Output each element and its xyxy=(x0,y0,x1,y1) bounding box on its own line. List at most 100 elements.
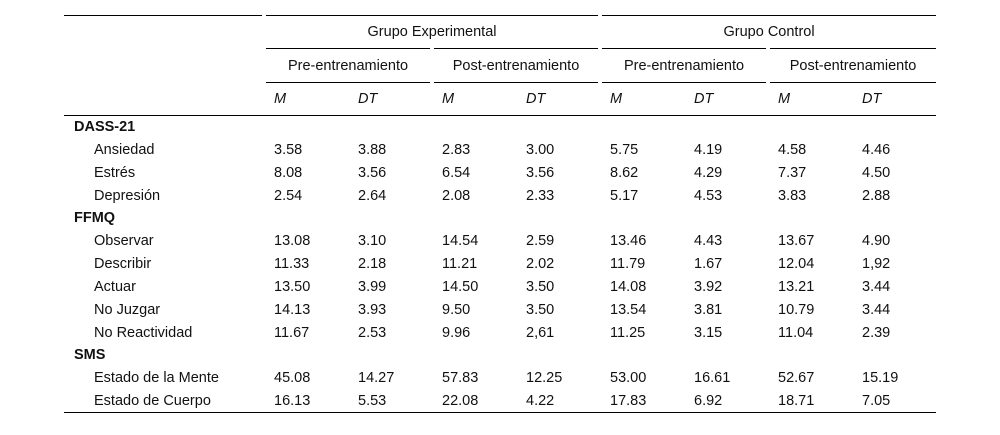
value-cell: 3.50 xyxy=(526,301,555,318)
section-row: DASS-21 xyxy=(64,116,936,139)
stat-header-row: M DT M DT M DT M DT xyxy=(64,82,937,116)
empty-cell xyxy=(684,207,768,229)
value-cell: 4.29 xyxy=(694,164,723,181)
value-cell: 2.59 xyxy=(526,232,555,249)
value-cell: 11.33 xyxy=(274,255,310,272)
value-cell: 45.08 xyxy=(274,369,311,386)
corner-cell xyxy=(64,15,264,49)
phase-header-ctrl-pre: Pre-entrenamiento xyxy=(598,48,769,83)
section-row: SMS xyxy=(64,344,936,366)
stat-header-dt: DT xyxy=(852,82,937,116)
value-cell: 1,92 xyxy=(862,255,891,272)
value-cell: 14.27 xyxy=(358,369,395,386)
table-row: No Reactividad 11.67 2.53 9.96 2,61 11.25 3.15… xyxy=(64,321,936,344)
value-cell: 4.46 xyxy=(862,141,891,158)
empty-cell xyxy=(600,116,684,139)
value-cell: 3.00 xyxy=(526,141,555,158)
stat-header-dt: DT xyxy=(348,82,432,116)
value-cell: 3.10 xyxy=(358,232,387,249)
value-cell: 3.50 xyxy=(526,278,555,295)
table-row: Depresión 2.54 2.64 2.08 2.33 5.17 4.53 3.83 2.8… xyxy=(64,184,936,207)
value-cell: 16.61 xyxy=(694,369,731,386)
stat-header-dt: DT xyxy=(516,82,601,116)
value-cell: 8.08 xyxy=(274,164,303,181)
value-cell: 17.83 xyxy=(600,389,685,413)
empty-cell xyxy=(264,116,348,139)
empty-cell xyxy=(348,207,432,229)
value-cell: 3.44 xyxy=(862,301,891,318)
empty-cell xyxy=(768,207,852,229)
value-cell: 8.62 xyxy=(610,164,639,181)
value-cell: 18.71 xyxy=(768,389,853,413)
stat-header-m: M xyxy=(432,82,516,116)
value-cell: 2.33 xyxy=(526,187,555,204)
table-body: DASS-21 Ansiedad 3.58 3.88 2.83 3.00 5.75 4.19 4… xyxy=(64,116,937,413)
empty-cell xyxy=(516,344,600,366)
row-label: No Reactividad xyxy=(94,324,193,341)
value-cell: 11.25 xyxy=(610,324,646,341)
value-cell: 14.50 xyxy=(442,278,479,295)
section-label: DASS-21 xyxy=(74,119,136,135)
row-label: Depresión xyxy=(94,187,161,204)
row-label: Estado de la Mente xyxy=(94,369,219,386)
empty-cell xyxy=(852,344,936,366)
descriptive-stats-table: Grupo Experimental Grupo Control Pre-ent… xyxy=(64,15,937,413)
table-row: Estado de Cuerpo 16.13 5.53 22.08 4.22 17.83 6… xyxy=(64,389,937,413)
phase-header-exp-pre: Pre-entrenamiento xyxy=(262,48,432,83)
corner-cell xyxy=(64,82,264,116)
value-cell: 4.19 xyxy=(694,141,723,158)
table-row: No Juzgar 14.13 3.93 9.50 3.50 13.54 3.81 10.79… xyxy=(64,298,936,321)
phase-header-ctrl-post: Post-entrenamiento xyxy=(766,48,937,83)
empty-cell xyxy=(432,116,516,139)
value-cell: 6.54 xyxy=(442,164,471,181)
table-row: Describir 11.33 2.18 11.21 2.02 11.79 1.67 12.0… xyxy=(64,252,936,275)
value-cell: 4.43 xyxy=(694,232,723,249)
value-cell: 3.56 xyxy=(526,164,555,181)
value-cell: 14.13 xyxy=(274,301,311,318)
value-cell: 9.50 xyxy=(442,301,471,318)
value-cell: 6.92 xyxy=(684,389,769,413)
group-header-control: Grupo Control xyxy=(598,15,937,49)
group-header-row: Grupo Experimental Grupo Control xyxy=(64,15,937,49)
value-cell: 11.79 xyxy=(610,255,646,272)
corner-cell xyxy=(64,49,264,83)
value-cell: 11.04 xyxy=(778,324,814,341)
value-cell: 2.53 xyxy=(358,324,387,341)
table-row: Estrés 8.08 3.56 6.54 3.56 8.62 4.29 7.37 4.50 xyxy=(64,161,936,184)
stat-header-dt: DT xyxy=(684,82,769,116)
value-cell: 3.44 xyxy=(862,278,891,295)
value-cell: 3.15 xyxy=(694,324,723,341)
value-cell: 4.53 xyxy=(694,187,723,204)
empty-cell xyxy=(684,116,768,139)
value-cell: 3.93 xyxy=(358,301,387,318)
row-label: No Juzgar xyxy=(94,301,161,318)
value-cell: 14.54 xyxy=(442,232,479,249)
empty-cell xyxy=(432,207,516,229)
section-label: SMS xyxy=(74,347,106,363)
value-cell: 2,61 xyxy=(526,324,555,341)
row-label: Estrés xyxy=(94,164,136,181)
value-cell: 3.56 xyxy=(358,164,387,181)
section-row: FFMQ xyxy=(64,207,936,229)
value-cell: 13.50 xyxy=(274,278,311,295)
stat-header-m: M xyxy=(600,82,685,116)
value-cell: 7.37 xyxy=(778,164,807,181)
value-cell: 12.04 xyxy=(778,255,815,272)
value-cell: 2.18 xyxy=(358,255,387,272)
value-cell: 5.53 xyxy=(348,389,432,413)
table-row: Ansiedad 3.58 3.88 2.83 3.00 5.75 4.19 4.58 4.46 xyxy=(64,138,936,161)
table-row: Observar 13.08 3.10 14.54 2.59 13.46 4.43 13.67… xyxy=(64,229,936,252)
row-label: Ansiedad xyxy=(94,141,155,158)
value-cell: 2.83 xyxy=(442,141,471,158)
value-cell: 4.50 xyxy=(862,164,891,181)
empty-cell xyxy=(516,207,600,229)
value-cell: 11.21 xyxy=(442,255,478,272)
value-cell: 3.58 xyxy=(274,141,303,158)
table-row: Actuar 13.50 3.99 14.50 3.50 14.08 3.92 13.21 3.… xyxy=(64,275,936,298)
phase-header-row: Pre-entrenamiento Post-entrenamiento Pre… xyxy=(64,48,937,83)
value-cell: 2.02 xyxy=(526,255,555,272)
phase-header-exp-post: Post-entrenamiento xyxy=(429,48,601,83)
value-cell: 16.13 xyxy=(264,389,348,413)
value-cell: 3.99 xyxy=(358,278,387,295)
value-cell: 9.96 xyxy=(442,324,471,341)
